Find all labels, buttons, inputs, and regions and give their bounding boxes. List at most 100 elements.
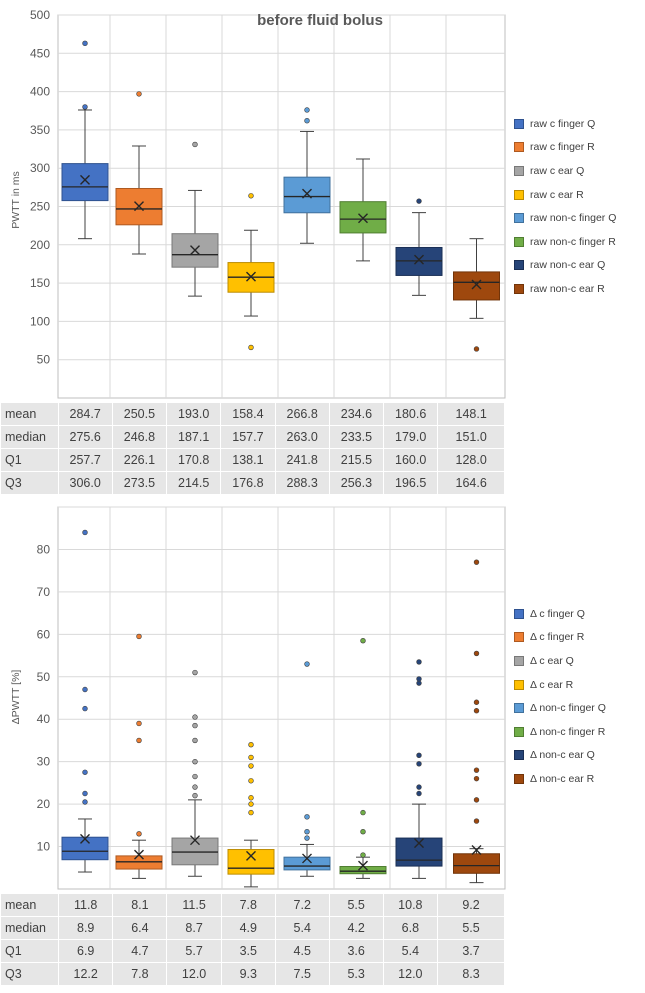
y-tick-label: 200 (30, 238, 50, 252)
stats-cell: 170.8 (166, 448, 222, 472)
stats-cell: 4.5 (274, 939, 330, 963)
stats-label: Q1 (0, 448, 59, 472)
legend-label: Δ c finger R (530, 631, 585, 644)
legend-label: raw non-c ear Q (530, 259, 606, 272)
stats-cell: 160.0 (383, 448, 439, 472)
mean-marker (358, 860, 368, 871)
outlier-point (82, 686, 88, 693)
legend-label: Δ c ear Q (530, 654, 574, 667)
outlier-point (192, 773, 198, 780)
mean-marker (134, 849, 144, 860)
mean-marker (302, 188, 312, 199)
outlier-point (82, 799, 88, 805)
box-iqr (61, 836, 109, 861)
outlier-point (304, 835, 310, 841)
mean-marker (190, 245, 200, 256)
stats-cell: 215.5 (328, 448, 385, 472)
stats-cell: 9.2 (437, 893, 505, 917)
y-tick-label: 70 (37, 585, 51, 599)
outlier-point (82, 705, 88, 712)
stats-label: Q1 (0, 939, 59, 963)
box-iqr (453, 853, 500, 874)
stats-cell: 4.9 (220, 916, 276, 940)
y-axis-label: PWTT in ms (10, 171, 22, 229)
mean-marker (80, 174, 90, 185)
y-tick-label: 500 (30, 8, 50, 22)
outlier-point (248, 754, 254, 761)
outlier-point (473, 797, 480, 803)
y-tick-label: 250 (30, 200, 50, 214)
stats-cell: 5.7 (166, 939, 222, 963)
stats-cell: 8.7 (166, 916, 222, 940)
outlier-point (192, 737, 198, 744)
legend-swatch (514, 283, 524, 294)
outlier-point (416, 790, 422, 797)
box-6 (339, 158, 387, 262)
stats-cell: 256.3 (328, 471, 385, 495)
y-tick-label: 350 (30, 123, 50, 137)
mean-marker (414, 838, 424, 849)
outlier-point (360, 809, 366, 816)
chart-delta-pwtt: 10 20 30 40 50 60 70 80 ΔPWTT [%] (10, 506, 506, 890)
stats-cell: 193.0 (166, 402, 222, 426)
outlier-point (248, 763, 254, 769)
box-2 (115, 91, 163, 255)
stats-cell: 179.0 (383, 425, 439, 449)
legend-label: Δ c finger Q (530, 607, 585, 620)
mean-marker (471, 279, 482, 290)
outlier-point (136, 831, 142, 837)
stats-cell: 8.3 (437, 962, 505, 986)
stats-cell: 6.4 (112, 916, 168, 940)
mean-marker (414, 254, 424, 265)
legend-item: Δ c ear R (514, 673, 644, 697)
legend-swatch (514, 703, 524, 714)
outlier-point (473, 699, 480, 705)
stats-cell: 288.3 (274, 471, 330, 495)
mean-marker (134, 201, 144, 212)
outlier-point (473, 650, 480, 657)
legend-label: Δ non-c finger Q (530, 702, 606, 715)
plot-area (57, 506, 506, 890)
box-2 (115, 633, 163, 879)
outlier-point (192, 669, 198, 676)
legend-item: raw non-c finger Q (514, 206, 644, 230)
box-iqr (339, 201, 387, 234)
stats-label: mean (0, 893, 59, 917)
outlier-point (416, 784, 422, 790)
stats-cell: 3.7 (437, 939, 505, 963)
stats-cell: 6.8 (382, 916, 439, 940)
legend-label: raw non-c finger R (530, 235, 616, 248)
y-tick-label: 50 (37, 670, 51, 684)
box-iqr (227, 849, 275, 875)
stats-cell: 5.5 (437, 916, 505, 940)
legend-bottom: Δ c finger Q Δ c finger R Δ c ear Q Δ c … (514, 602, 644, 791)
outlier-point (473, 767, 480, 773)
y-tick-label: 80 (37, 542, 51, 556)
stats-label: median (0, 916, 59, 940)
mean-marker (471, 844, 482, 855)
stats-cell: 11.8 (57, 893, 114, 917)
outlier-point (192, 141, 198, 148)
legend-swatch (514, 679, 524, 690)
y-tick-label: 100 (30, 314, 50, 328)
mean-marker (246, 850, 256, 861)
outlier-point (248, 344, 254, 351)
stats-cell: 233.5 (328, 425, 385, 449)
legend-item: raw c finger R (514, 136, 644, 160)
outlier-point (416, 761, 422, 767)
y-tick-label: 10 (37, 840, 51, 854)
stats-cell: 284.7 (57, 402, 113, 426)
legend-label: raw c ear R (530, 188, 584, 201)
stats-cell: 164.6 (437, 471, 505, 495)
y-axis-label: ΔPWTT [%] (10, 670, 22, 725)
legend-item: raw c finger Q (514, 112, 644, 136)
stats-cell: 263.0 (274, 425, 330, 449)
outlier-point (192, 784, 198, 790)
stats-row-median: median 275.6 246.8 187.1 157.7 263.0 233… (0, 425, 505, 449)
stats-cell: 257.7 (57, 448, 113, 472)
stats-cell: 3.6 (328, 939, 384, 963)
box-iqr (339, 866, 387, 875)
stats-cell: 5.3 (328, 962, 384, 986)
outlier-point (136, 91, 142, 97)
